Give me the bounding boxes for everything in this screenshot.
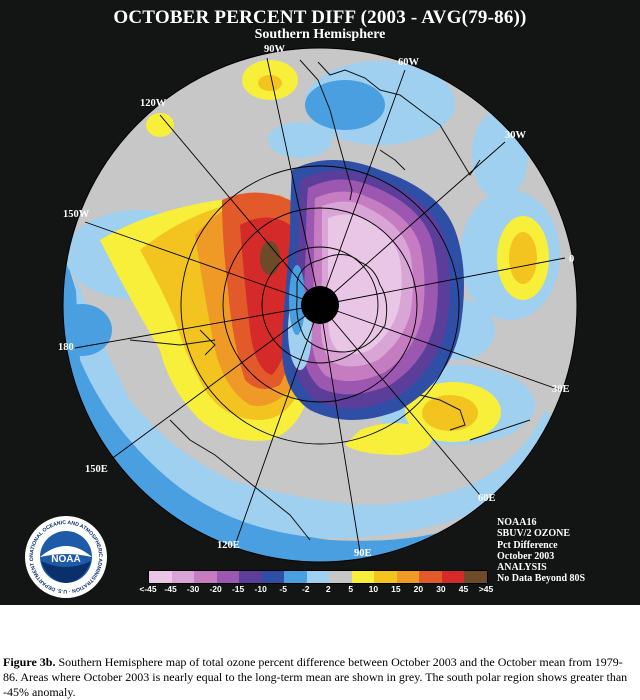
colorbar-label: 45 xyxy=(458,584,469,594)
caption-label: Figure 3b. xyxy=(3,655,56,669)
colorbar-swatch xyxy=(329,571,352,583)
colorbar-swatch xyxy=(239,571,262,583)
lon-label-150W: 150W xyxy=(63,209,90,220)
ozone-map-figure: OCTOBER PERCENT DIFF (2003 - AVG(79-86))… xyxy=(0,0,640,605)
colorbar-swatch xyxy=(194,571,217,583)
colorbar-label: -5 xyxy=(279,584,287,594)
colorbar-swatch xyxy=(149,571,172,583)
graticule xyxy=(74,57,566,553)
info-line: No Data Beyond 80S xyxy=(497,573,586,585)
lon-label-90E: 90E xyxy=(354,548,372,559)
colorbar-label: 30 xyxy=(436,584,446,594)
lon-label-150E: 150E xyxy=(85,464,108,475)
figure-caption: Figure 3b. Southern Hemisphere map of to… xyxy=(3,655,637,700)
colorbar-label: >45 xyxy=(478,584,494,594)
info-line: SBUV/2 OZONE xyxy=(497,528,571,540)
info-line: ANALYSIS xyxy=(497,562,547,574)
colorbar-swatch xyxy=(261,571,285,583)
colorbar-label: 5 xyxy=(348,584,354,594)
colorbar-swatch xyxy=(441,571,465,583)
colorbar-label: -20 xyxy=(209,584,222,594)
colorbar-swatch xyxy=(396,571,420,583)
lon-label-60W: 60W xyxy=(398,57,419,68)
colorbar-swatch xyxy=(171,571,195,583)
lon-label-30E: 30E xyxy=(552,384,570,395)
lon-label-30W: 30W xyxy=(505,130,526,141)
colorbar-swatch xyxy=(216,571,240,583)
lon-label-60E: 60E xyxy=(478,493,496,504)
info-line: NOAA16 xyxy=(497,517,537,528)
noaa-seal-icon: NOAA NATIONAL OCEANIC AND ATMOSPHERIC AD… xyxy=(22,511,107,598)
map-border xyxy=(62,47,578,563)
info-line: October 2003 xyxy=(497,550,555,562)
colorbar-label: 2 xyxy=(325,584,331,594)
colorbar-label: -45 xyxy=(164,584,177,594)
colorbar-swatch xyxy=(374,571,397,583)
colorbar-label: 15 xyxy=(391,584,401,594)
colorbar-label: -30 xyxy=(186,584,200,594)
colorbar xyxy=(148,570,488,584)
colorbar-label: <-45 xyxy=(139,584,157,594)
colorbar-label: -2 xyxy=(301,584,310,594)
coastlines xyxy=(129,59,531,541)
colorbar-label: -15 xyxy=(231,584,245,594)
lon-label-90W: 90W xyxy=(264,44,285,55)
noaa-logo: NOAA NATIONAL OCEANIC AND ATMOSPHERIC AD… xyxy=(22,511,108,599)
colorbar-swatch xyxy=(284,571,307,583)
info-block: NOAA16 SBUV/2 OZONE Pct Difference October … xyxy=(497,517,585,585)
info-line: Pct Difference xyxy=(497,539,558,551)
no-data-pole xyxy=(301,286,339,324)
ozone-hole-zones xyxy=(281,160,464,420)
lon-label-120E: 120E xyxy=(217,540,240,551)
lon-label-0: 0 xyxy=(569,254,575,265)
map-title: OCTOBER PERCENT DIFF (2003 - AVG(79-86)) xyxy=(113,7,527,28)
svg-text:NOAA: NOAA xyxy=(51,554,80,565)
lon-label-120W: 120W xyxy=(140,98,167,109)
colorbar-labels: <-45 -45 -30 -20 -15 -10 -5 -2 2 5 10 15 20 30 45 >45 xyxy=(136,584,496,596)
colorbar-swatch xyxy=(306,571,330,583)
colorbar-swatch xyxy=(464,571,487,583)
lon-label-180: 180 xyxy=(58,342,74,353)
colorbar-swatch xyxy=(351,571,375,583)
colorbar-swatch xyxy=(419,571,442,583)
colorbar-label: -10 xyxy=(254,584,267,594)
polar-map xyxy=(62,47,578,563)
colorbar-label: 10 xyxy=(368,584,379,594)
colorbar-label: 20 xyxy=(413,584,424,594)
map-subtitle: Southern Hemisphere xyxy=(254,27,386,42)
caption-text: Southern Hemisphere map of total ozone p… xyxy=(3,655,628,699)
